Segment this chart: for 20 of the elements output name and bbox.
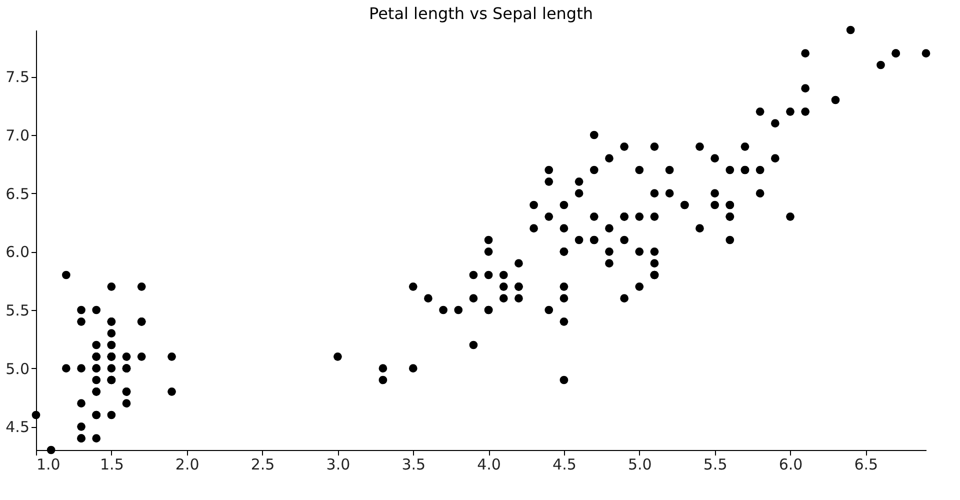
x-tick-label: 6.0 [778, 456, 803, 474]
x-tick-label: 5.5 [703, 456, 728, 474]
x-tick-label: 1.5 [100, 456, 124, 474]
x-tick-label: 3.5 [402, 456, 426, 474]
y-tick-label: 7.0 [6, 126, 30, 144]
y-tick-label: 7.5 [6, 68, 30, 86]
x-tick-label: 4.0 [477, 456, 501, 474]
y-tick-label: 6.5 [6, 184, 30, 203]
y-tick-label: 4.5 [6, 418, 30, 436]
x-tick-label: 3.0 [326, 456, 350, 474]
x-tick-label: 6.5 [854, 456, 878, 474]
y-tick-label: 6.0 [6, 243, 30, 262]
chart-title: Petal length vs Sepal length [369, 4, 593, 23]
y-tick-label: 5.5 [6, 302, 30, 320]
y-tick-label: 5.0 [6, 360, 30, 378]
x-tick-label: 5.0 [628, 456, 652, 474]
x-tick-label: 2.5 [250, 456, 275, 474]
x-tick-label: 4.5 [552, 456, 576, 474]
x-tick-label: 2.0 [175, 456, 200, 474]
x-tick-label: 1.0 [36, 456, 60, 474]
